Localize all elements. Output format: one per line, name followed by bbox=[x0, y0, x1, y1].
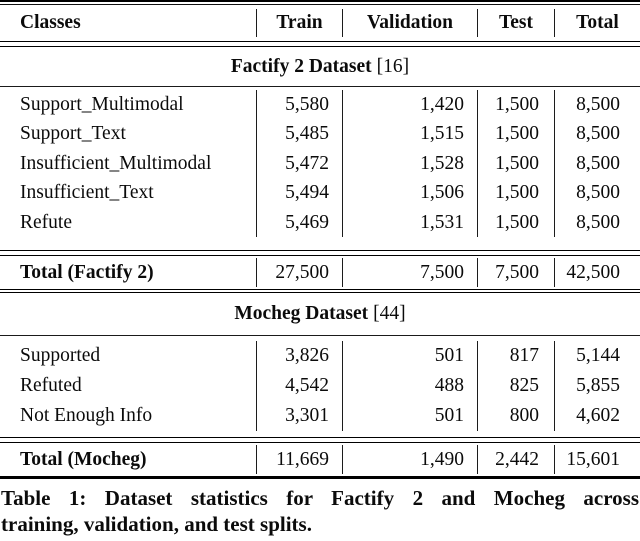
section-title-factify2: Factify 2 Dataset [16] bbox=[0, 47, 640, 86]
cell-validation: 1,531 bbox=[342, 207, 477, 237]
section-title-mocheg: Mocheg Dataset [44] bbox=[0, 293, 640, 335]
cell-train: 5,494 bbox=[256, 178, 342, 208]
class-label: Refuted bbox=[20, 375, 82, 397]
cell-train: 5,472 bbox=[256, 148, 342, 178]
section-title-text: Factify 2 Dataset bbox=[230, 55, 372, 77]
table-bottom-rule bbox=[0, 475, 640, 479]
table-row: Support_Text 5,485 1,515 1,500 8,500 bbox=[0, 119, 640, 149]
cell-total: 4,602 bbox=[554, 401, 640, 432]
cell-test: 825 bbox=[477, 371, 554, 402]
cell-total: 5,855 bbox=[554, 371, 640, 402]
cell-train: 5,485 bbox=[256, 119, 342, 149]
table-row: Supported 3,826 501 817 5,144 bbox=[0, 341, 640, 372]
cell-total: 8,500 bbox=[554, 148, 640, 178]
column-header-classes: Classes bbox=[20, 12, 81, 33]
caption-line-2: training, validation, and test splits. bbox=[1, 511, 312, 536]
cell-validation: 1,515 bbox=[342, 119, 477, 149]
cell-test: 1,500 bbox=[477, 119, 554, 149]
cell-train: 3,826 bbox=[256, 341, 342, 372]
cell-test: 2,442 bbox=[477, 444, 554, 474]
citation-ref: [16] bbox=[376, 55, 410, 77]
column-header-validation: Validation bbox=[342, 9, 477, 37]
cell-total: 42,500 bbox=[554, 257, 640, 287]
table-caption: Table 1: Dataset statistics for Factify … bbox=[0, 485, 640, 537]
table-row: Refuted 4,542 488 825 5,855 bbox=[0, 371, 640, 402]
cell-total: 5,144 bbox=[554, 341, 640, 372]
post-total-rule bbox=[0, 288, 640, 294]
total-label: Total (Mocheg) bbox=[20, 448, 147, 470]
cell-train: 3,301 bbox=[256, 401, 342, 432]
cell-train: 27,500 bbox=[256, 257, 342, 287]
table-row: Support_Multimodal 5,580 1,420 1,500 8,5… bbox=[0, 89, 640, 119]
cell-test: 7,500 bbox=[477, 257, 554, 287]
cell-train: 11,669 bbox=[256, 444, 342, 474]
pre-total-rule bbox=[0, 250, 640, 256]
total-label: Total (Factify 2) bbox=[20, 261, 154, 283]
column-header-total: Total bbox=[554, 9, 640, 37]
cell-validation: 488 bbox=[342, 371, 477, 402]
table-top-rule bbox=[0, 0, 640, 5]
column-header-train: Train bbox=[256, 9, 342, 37]
cell-total: 8,500 bbox=[554, 207, 640, 237]
table-row: Insufficient_Text 5,494 1,506 1,500 8,50… bbox=[0, 178, 640, 208]
class-label: Supported bbox=[20, 345, 101, 367]
section-rule bbox=[0, 335, 640, 337]
cell-validation: 501 bbox=[342, 401, 477, 432]
cell-total: 15,601 bbox=[554, 444, 640, 474]
cell-test: 1,500 bbox=[477, 89, 554, 119]
citation-ref: [44] bbox=[373, 303, 406, 325]
table-header-row: Classes Train Validation Test Total bbox=[0, 5, 640, 41]
mocheg-rows-block: Supported 3,826 501 817 5,144 Refuted 4,… bbox=[0, 336, 640, 437]
cell-train: 5,580 bbox=[256, 89, 342, 119]
cell-test: 800 bbox=[477, 401, 554, 432]
factify2-rows-block: Support_Multimodal 5,580 1,420 1,500 8,5… bbox=[0, 87, 640, 251]
total-row-mocheg: Total (Mocheg) 11,669 1,490 2,442 15,601 bbox=[0, 443, 640, 476]
cell-train: 4,542 bbox=[256, 371, 342, 402]
section-rule bbox=[0, 85, 640, 87]
class-label: Insufficient_Text bbox=[20, 182, 154, 203]
class-label: Support_Multimodal bbox=[20, 93, 184, 115]
total-row-factify2: Total (Factify 2) 27,500 7,500 7,500 42,… bbox=[0, 256, 640, 289]
caption-line-1: Table 1: Dataset statistics for Factify … bbox=[1, 485, 639, 510]
cell-train: 5,469 bbox=[256, 207, 342, 237]
column-header-test: Test bbox=[477, 9, 554, 37]
cell-validation: 1,528 bbox=[342, 148, 477, 178]
cell-test: 1,500 bbox=[477, 148, 554, 178]
cell-total: 8,500 bbox=[554, 89, 640, 119]
cell-validation: 1,420 bbox=[342, 89, 477, 119]
cell-total: 8,500 bbox=[554, 178, 640, 208]
cell-validation: 1,506 bbox=[342, 178, 477, 208]
cell-total: 8,500 bbox=[554, 119, 640, 149]
cell-validation: 501 bbox=[342, 341, 477, 372]
pre-total-rule bbox=[0, 437, 640, 443]
class-label: Support_Text bbox=[20, 123, 126, 144]
section-title-text: Mocheg Dataset bbox=[234, 303, 369, 325]
class-label: Refute bbox=[20, 211, 72, 233]
table-row: Insufficient_Multimodal 5,472 1,528 1,50… bbox=[0, 148, 640, 178]
class-label: Insufficient_Multimodal bbox=[20, 152, 212, 174]
cell-test: 1,500 bbox=[477, 207, 554, 237]
table-row: Refute 5,469 1,531 1,500 8,500 bbox=[0, 207, 640, 237]
header-bottom-rule bbox=[0, 41, 640, 47]
cell-validation: 7,500 bbox=[342, 257, 477, 287]
cell-test: 817 bbox=[477, 341, 554, 372]
table-row: Not Enough Info 3,301 501 800 4,602 bbox=[0, 401, 640, 432]
class-label: Not Enough Info bbox=[20, 405, 153, 427]
cell-validation: 1,490 bbox=[342, 444, 477, 474]
cell-test: 1,500 bbox=[477, 178, 554, 208]
